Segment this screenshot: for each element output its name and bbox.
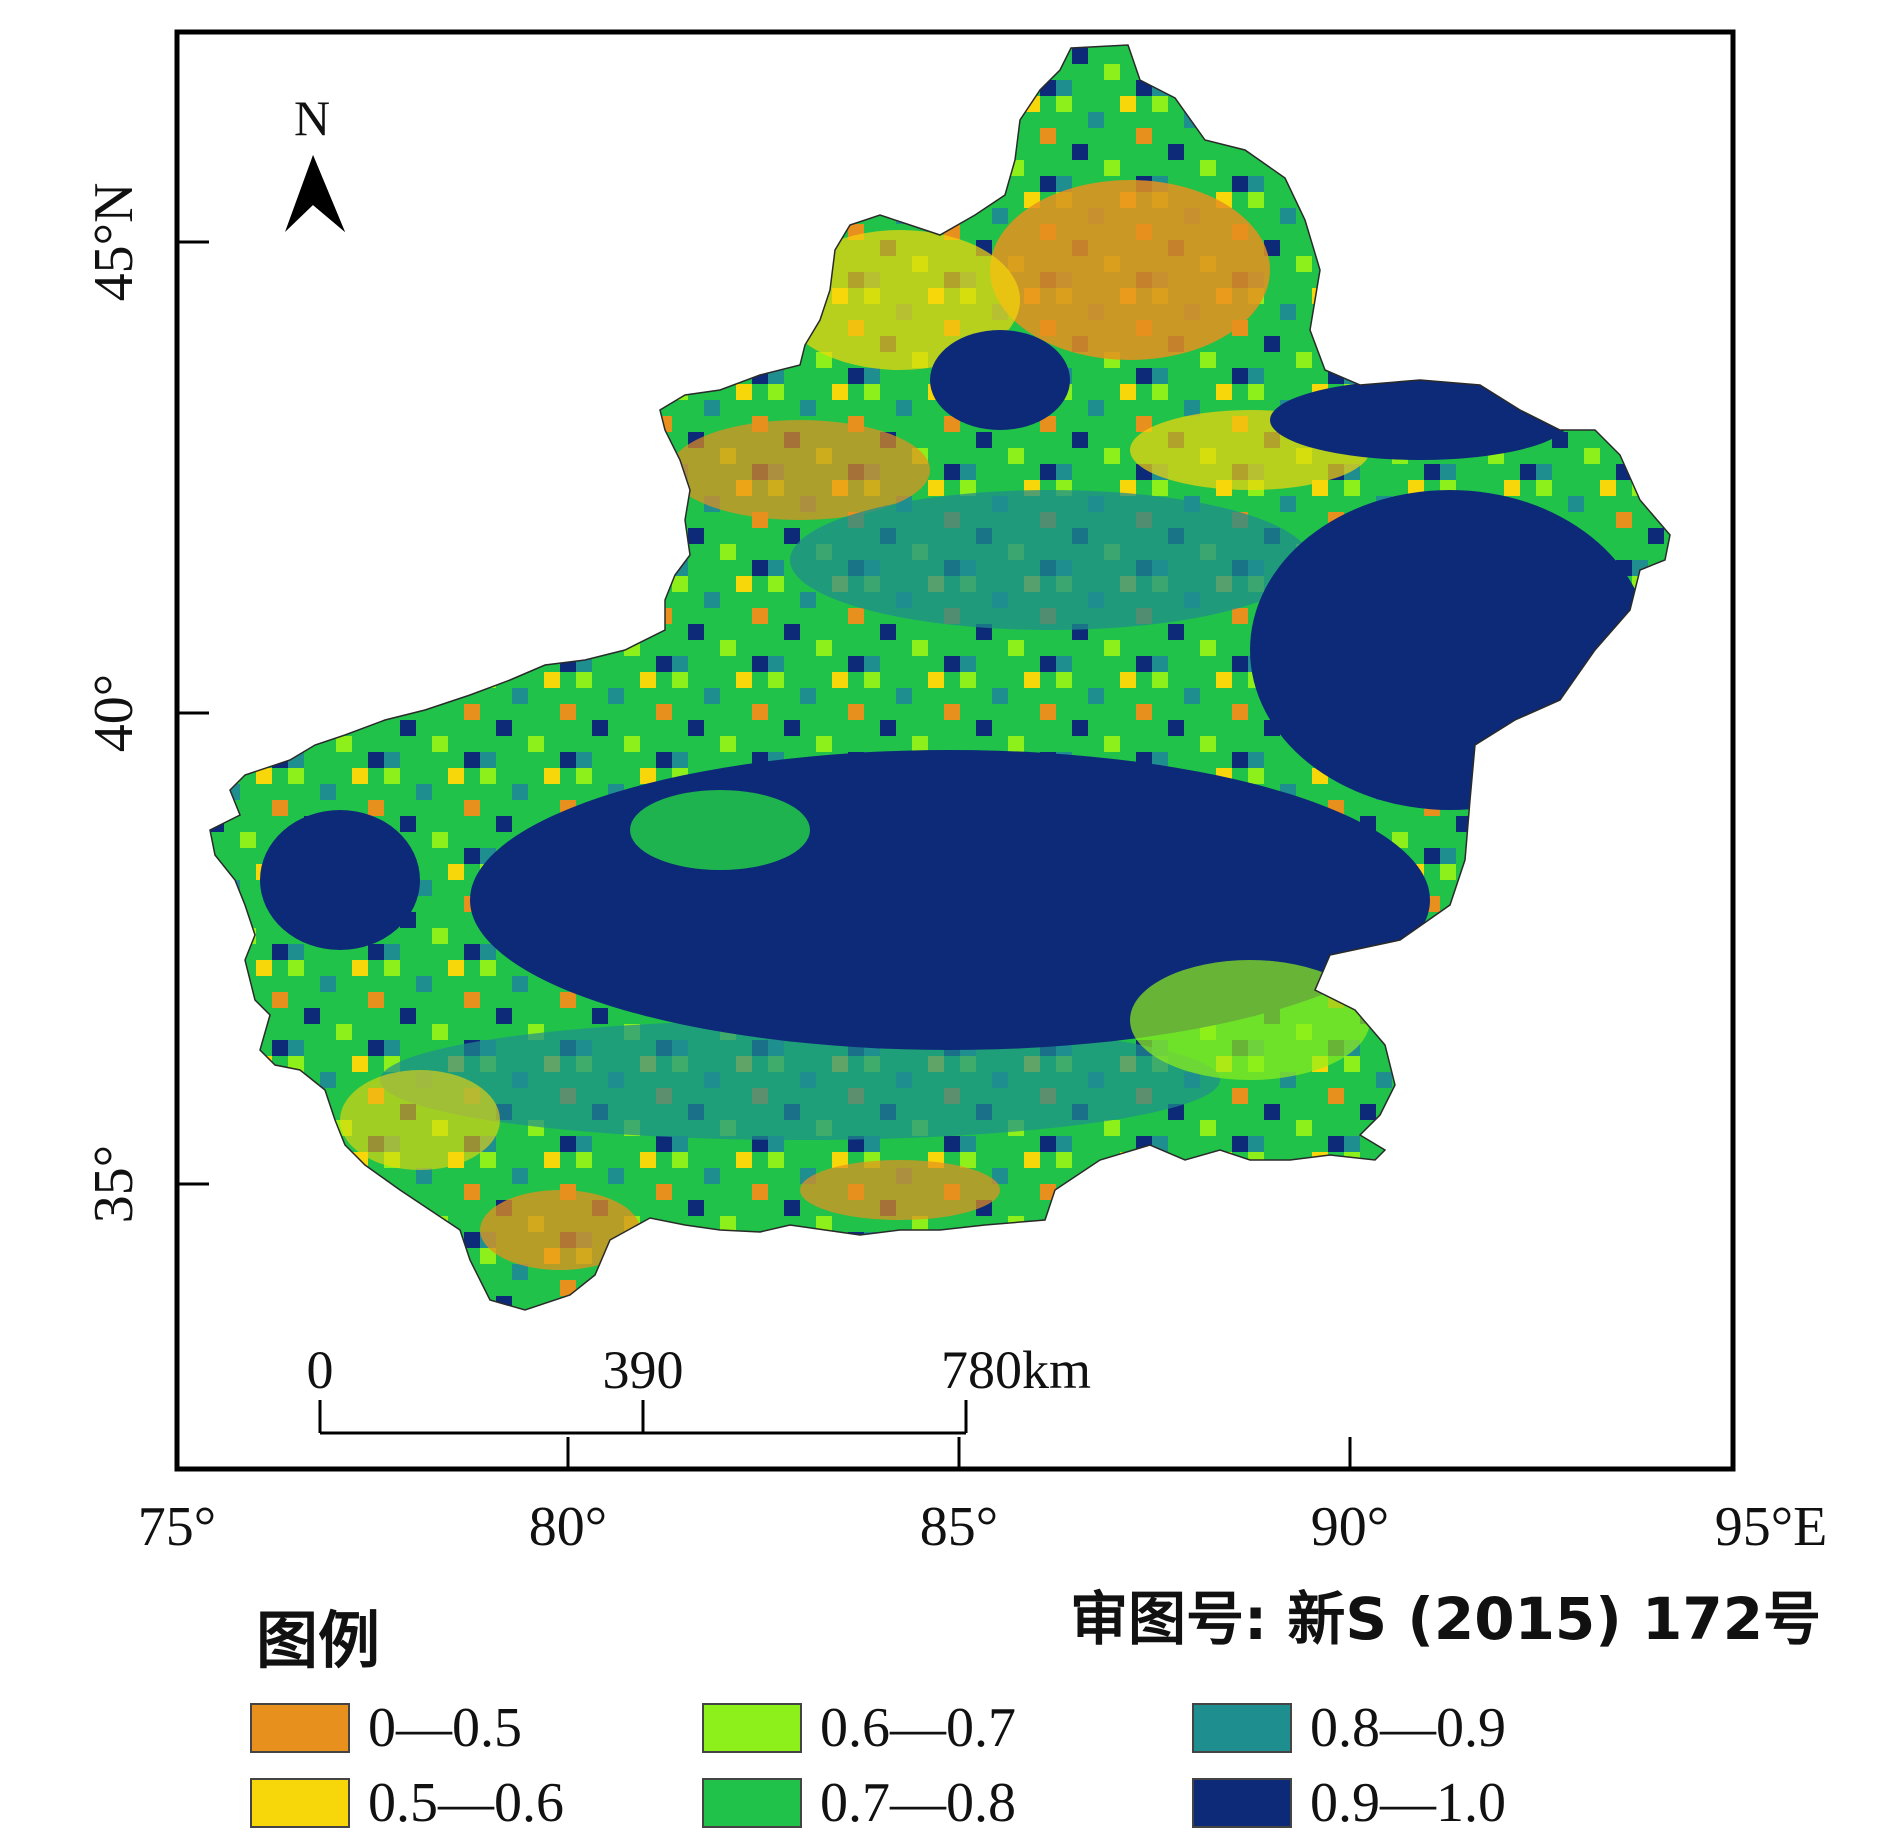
region-border [209, 44, 1671, 1311]
legend-item: 0.9—1.0 [1192, 1772, 1506, 1834]
legend-label: 0.6—0.7 [820, 1697, 1016, 1759]
lat-label: 45°N [83, 183, 145, 302]
longitude-labels: 75° 80° 85° 90° 95°E [138, 1496, 1828, 1558]
longitude-ticks [566, 1437, 1352, 1469]
legend-swatch [1192, 1778, 1292, 1828]
scale-label-780: 780km [941, 1340, 1091, 1400]
legend-label: 0.8—0.9 [1310, 1697, 1506, 1759]
patch-orange-southeast [800, 1160, 1000, 1220]
north-arrow: N [285, 90, 345, 232]
lon-label: 95°E [1715, 1496, 1828, 1558]
lon-label: 90° [1311, 1496, 1389, 1558]
latitude-ticks [177, 240, 209, 1186]
legend-title: 图例 [256, 1604, 381, 1677]
patch-orange-north [990, 180, 1270, 360]
legend-item: 0.8—0.9 [1192, 1697, 1506, 1759]
patch-orange-ili [670, 420, 930, 520]
region-raster [209, 44, 1671, 1311]
latitude-labels: 45°N 40° 35° [83, 183, 145, 1224]
map-approval-number: 审图号: 新S (2015) 172号 [1070, 1585, 1822, 1653]
legend-swatch [250, 1778, 350, 1828]
legend-label: 0.9—1.0 [1310, 1772, 1506, 1834]
patch-blue-northeast [1270, 380, 1570, 460]
legend-item: 0.6—0.7 [702, 1697, 1016, 1759]
lat-label: 35° [83, 1145, 145, 1223]
patch-blue-west [260, 810, 420, 950]
class-patches [260, 180, 1650, 1270]
legend-item: 0.5—0.6 [250, 1772, 564, 1834]
lon-label: 75° [138, 1496, 216, 1558]
patch-orange-south [480, 1190, 640, 1270]
patch-blue-northcentral [930, 330, 1070, 430]
scale-label-0: 0 [307, 1340, 334, 1400]
patch-yellow-southwest [340, 1070, 500, 1170]
patch-teal-north [790, 490, 1310, 630]
legend-swatch [250, 1703, 350, 1753]
lon-label: 80° [529, 1496, 607, 1558]
lon-label: 85° [920, 1496, 998, 1558]
legend-swatch [702, 1703, 802, 1753]
north-arrow-label: N [294, 90, 330, 146]
scale-bar: 0 390 780km [307, 1340, 1091, 1435]
patch-yellow-north [780, 230, 1020, 370]
lat-label: 40° [83, 674, 145, 752]
patch-teal-south [380, 1020, 1220, 1140]
scale-label-390: 390 [603, 1340, 684, 1400]
legend-label: 0—0.5 [368, 1697, 522, 1759]
legend-label: 0.7—0.8 [820, 1772, 1016, 1834]
legend-item: 0—0.5 [250, 1697, 522, 1759]
legend-label: 0.5—0.6 [368, 1772, 564, 1834]
patch-lime-east [1130, 960, 1370, 1080]
patch-green-tarim-west [630, 790, 810, 870]
legend-swatch [1192, 1703, 1292, 1753]
legend-item: 0.7—0.8 [702, 1772, 1016, 1834]
legend-swatch [702, 1778, 802, 1828]
